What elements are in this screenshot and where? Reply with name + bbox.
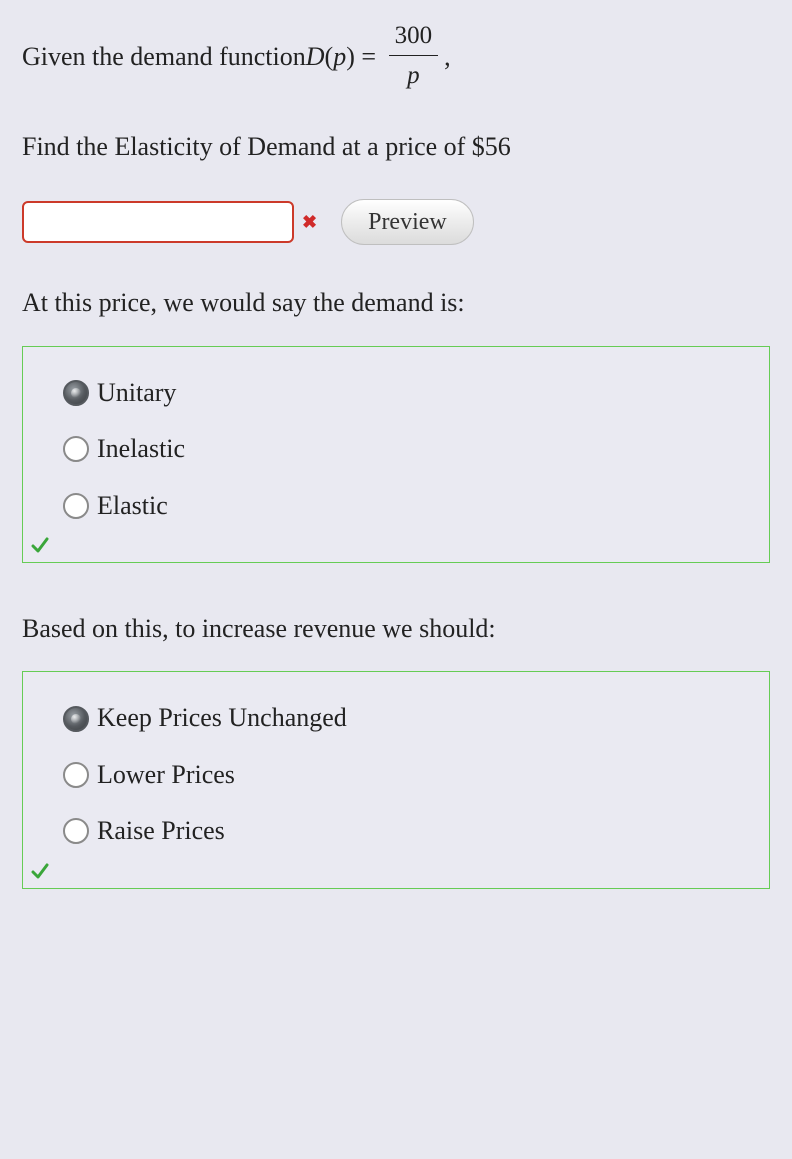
group1-prompt: At this price, we would say the demand i…	[22, 285, 770, 321]
group2-option-2[interactable]: Raise Prices	[63, 813, 729, 849]
correct-check-icon	[31, 536, 49, 554]
correct-check-icon	[31, 862, 49, 880]
group1-option-0[interactable]: Unitary	[63, 375, 729, 411]
question-intro: Given the demand function	[22, 39, 306, 75]
group2-prompt: Based on this, to increase revenue we sh…	[22, 611, 770, 647]
radio-icon	[63, 436, 89, 462]
function-var: p	[333, 39, 346, 75]
trailing-comma: ,	[444, 39, 451, 75]
radio-icon	[63, 818, 89, 844]
group2-box: Keep Prices Unchanged Lower Prices Raise…	[22, 671, 770, 888]
group1-option-1[interactable]: Inelastic	[63, 431, 729, 467]
group1-box: Unitary Inelastic Elastic	[22, 346, 770, 563]
incorrect-icon: ✖	[302, 210, 317, 235]
fraction: 300 p	[389, 18, 439, 93]
radio-icon	[63, 762, 89, 788]
group2-option-1[interactable]: Lower Prices	[63, 757, 729, 793]
question-line-2: Find the Elasticity of Demand at a price…	[22, 129, 770, 165]
paren-close: )	[346, 39, 355, 75]
paren-open: (	[325, 39, 334, 75]
option-label: Lower Prices	[97, 757, 235, 793]
option-label: Elastic	[97, 488, 168, 524]
equals-sign: =	[355, 39, 383, 75]
fraction-denominator: p	[389, 56, 439, 93]
radio-icon	[63, 493, 89, 519]
option-label: Inelastic	[97, 431, 185, 467]
radio-icon	[63, 380, 89, 406]
function-D: D	[306, 39, 325, 75]
group1-option-2[interactable]: Elastic	[63, 488, 729, 524]
option-label: Unitary	[97, 375, 176, 411]
option-label: Keep Prices Unchanged	[97, 700, 347, 736]
option-label: Raise Prices	[97, 813, 225, 849]
radio-icon	[63, 706, 89, 732]
group2-option-0[interactable]: Keep Prices Unchanged	[63, 700, 729, 736]
elasticity-input[interactable]	[22, 201, 294, 243]
fraction-numerator: 300	[389, 18, 439, 56]
question-line-1: Given the demand function D ( p ) = 300 …	[22, 20, 770, 95]
preview-button[interactable]: Preview	[341, 199, 474, 245]
answer-row: ✖ Preview	[22, 199, 770, 245]
